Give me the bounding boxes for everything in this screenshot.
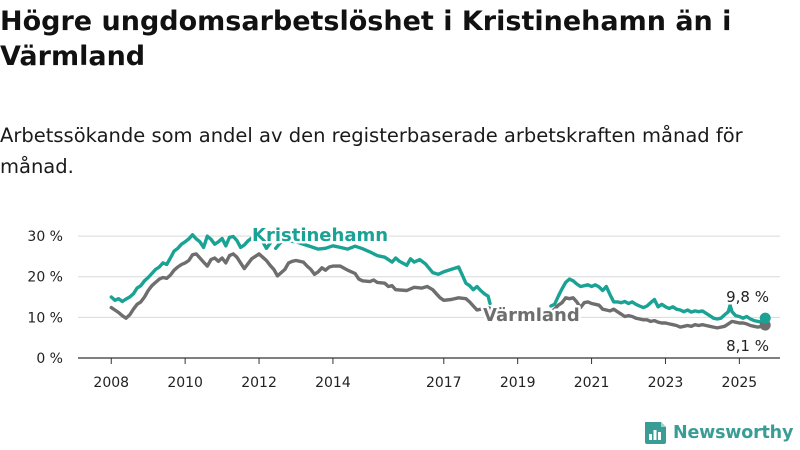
- series-line-värmland-1: [547, 296, 767, 330]
- x-axis: 2008 2010 2012 2014 2017 2019 2021 2023 2025: [78, 357, 780, 391]
- end-value-kristinehamn: 9,8 %: [726, 288, 769, 306]
- x-tick-label: 2021: [574, 375, 610, 391]
- y-tick-label: 10 %: [27, 310, 63, 326]
- y-tick-label: 30 %: [27, 229, 63, 245]
- series-label-varmland: Värmland: [483, 305, 580, 326]
- x-tick-label: 2023: [648, 375, 684, 391]
- y-tick-label: 0 %: [36, 351, 63, 367]
- newsworthy-logo-icon: [645, 422, 666, 444]
- chart-subtitle: Arbetssökande som andel av den registerb…: [0, 124, 743, 178]
- series-labels: Kristinehamn Värmland 9,8 % 8,1 %: [250, 223, 772, 358]
- series-line-värmland-0: [109, 252, 509, 320]
- y-tick-label: 20 %: [27, 270, 63, 286]
- series-line-kristinehamn-0: [109, 233, 272, 304]
- end-value-varmland: 8,1 %: [726, 337, 769, 355]
- x-tick-label: 2017: [426, 375, 462, 391]
- x-tick-label: 2014: [315, 375, 351, 391]
- series-line-kristinehamn-2: [549, 277, 767, 324]
- newsworthy-brand: Newsworthy: [643, 420, 793, 446]
- x-tick-label: 2019: [500, 375, 536, 391]
- x-tick-label: 2012: [241, 375, 277, 391]
- x-tick-label: 2008: [93, 375, 129, 391]
- line-chart: 0 % 10 % 20 % 30 % 2008 2010 2012 2014 2017 2019…: [27, 223, 780, 391]
- series-label-kristinehamn: Kristinehamn: [252, 225, 388, 246]
- brand-name: Newsworthy: [673, 423, 794, 443]
- end-markers: [759, 312, 771, 331]
- x-tick-label: 2025: [722, 375, 758, 391]
- y-axis-ticks: 0 % 10 % 20 % 30 %: [27, 229, 63, 367]
- series-line-kristinehamn-1: [274, 239, 492, 306]
- series-lines: [109, 233, 767, 330]
- chart-title: Högre ungdomsarbetslöshet i Kristinehamn…: [0, 6, 732, 72]
- grid-lines: [78, 235, 780, 318]
- end-marker-kristinehamn: [759, 312, 771, 324]
- x-tick-label: 2010: [167, 375, 203, 391]
